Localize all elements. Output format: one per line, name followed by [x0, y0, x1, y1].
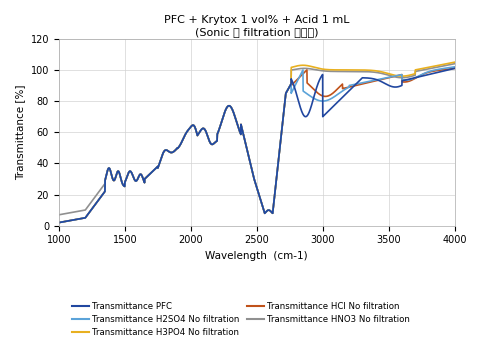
Line: Transmittance HNO3 No filtration: Transmittance HNO3 No filtration: [59, 64, 455, 215]
Transmittance H2SO4 No filtration: [244, 147, 250, 151]
Transmittance H3PO4 No filtration: [226, 104, 231, 108]
Transmittance H2SO4 No filtration: [452, 65, 457, 69]
Transmittance PFC: [244, 147, 250, 151]
Transmittance HNO3 No filtration: [452, 62, 457, 66]
Y-axis label: Transmittance [%]: Transmittance [%]: [15, 85, 25, 180]
Line: Transmittance PFC: Transmittance PFC: [59, 68, 455, 223]
Transmittance HCl No filtration: [226, 104, 231, 108]
Transmittance H3PO4 No filtration: [440, 62, 445, 67]
Transmittance HNO3 No filtration: [420, 68, 426, 72]
Transmittance H3PO4 No filtration: [420, 66, 426, 70]
Transmittance HCl No filtration: [440, 68, 445, 72]
Transmittance PFC: [226, 104, 231, 108]
Transmittance H2SO4 No filtration: [420, 72, 426, 76]
Title: PFC + Krytox 1 vol% + Acid 1 mL
(Sonic 후 filtration 미실시): PFC + Krytox 1 vol% + Acid 1 mL (Sonic 후…: [164, 15, 349, 37]
Transmittance H3PO4 No filtration: [344, 68, 349, 72]
Transmittance H3PO4 No filtration: [452, 60, 457, 64]
Transmittance H2SO4 No filtration: [440, 67, 445, 71]
Transmittance HCl No filtration: [56, 220, 62, 225]
Transmittance PFC: [344, 91, 349, 96]
Transmittance H2SO4 No filtration: [56, 220, 62, 225]
Transmittance HCl No filtration: [222, 109, 228, 113]
Transmittance H2SO4 No filtration: [344, 87, 349, 91]
Transmittance PFC: [452, 66, 457, 70]
Transmittance PFC: [440, 69, 445, 73]
Transmittance HNO3 No filtration: [344, 69, 349, 73]
Transmittance H3PO4 No filtration: [244, 147, 250, 151]
Transmittance HCl No filtration: [452, 66, 457, 70]
X-axis label: Wavelength  (cm-1): Wavelength (cm-1): [205, 251, 308, 261]
Transmittance PFC: [222, 109, 228, 113]
Transmittance HNO3 No filtration: [226, 104, 231, 108]
Legend: Transmittance PFC, Transmittance H2SO4 No filtration, Transmittance H3PO4 No fil: Transmittance PFC, Transmittance H2SO4 N…: [68, 298, 414, 341]
Line: Transmittance H3PO4 No filtration: Transmittance H3PO4 No filtration: [59, 62, 455, 223]
Transmittance PFC: [420, 74, 426, 78]
Transmittance HNO3 No filtration: [244, 147, 250, 151]
Transmittance H3PO4 No filtration: [56, 220, 62, 225]
Transmittance HNO3 No filtration: [56, 213, 62, 217]
Transmittance HCl No filtration: [244, 147, 250, 151]
Line: Transmittance H2SO4 No filtration: Transmittance H2SO4 No filtration: [59, 67, 455, 223]
Transmittance H2SO4 No filtration: [226, 104, 231, 108]
Line: Transmittance HCl No filtration: Transmittance HCl No filtration: [59, 68, 455, 223]
Transmittance HCl No filtration: [420, 72, 426, 76]
Transmittance HNO3 No filtration: [440, 64, 445, 68]
Transmittance HNO3 No filtration: [222, 109, 228, 113]
Transmittance H2SO4 No filtration: [222, 109, 228, 113]
Transmittance HCl No filtration: [344, 86, 349, 90]
Transmittance PFC: [56, 220, 62, 225]
Transmittance H3PO4 No filtration: [222, 109, 228, 113]
